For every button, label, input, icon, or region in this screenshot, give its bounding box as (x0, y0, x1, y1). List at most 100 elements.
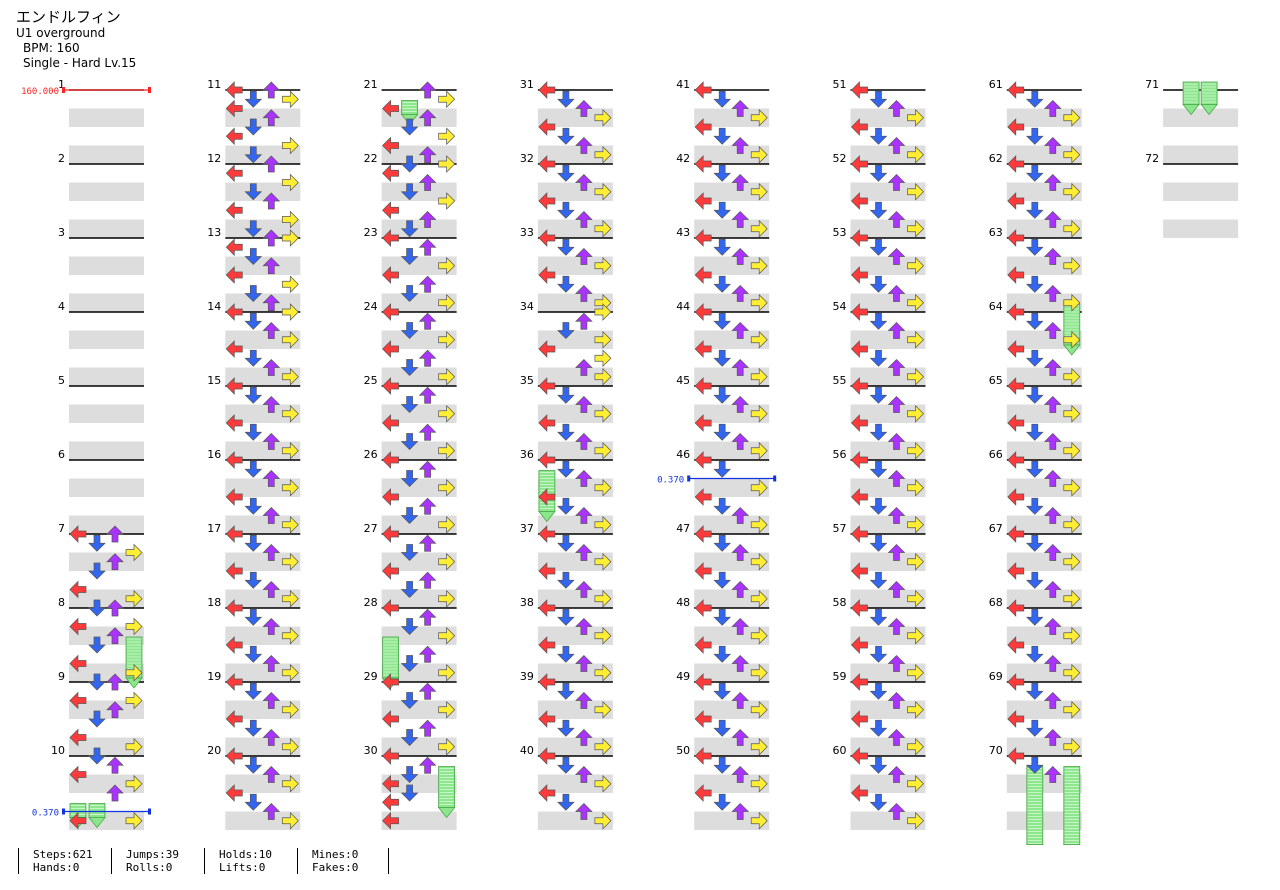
measure-number: 14 (207, 300, 221, 313)
arrow-note-up (731, 729, 750, 746)
arrow-note-left (382, 793, 399, 812)
arrow-note-left (382, 673, 399, 691)
arrow-note-right (750, 441, 768, 460)
arrow-note-right (750, 589, 768, 608)
beat-band (225, 811, 301, 830)
beat-band (69, 515, 144, 534)
arrow-note-down (244, 645, 263, 663)
measure: 31 (520, 78, 613, 164)
arrow-note-up (418, 146, 437, 164)
measure-number: 59 (833, 670, 847, 683)
measure-number: 7 (58, 522, 65, 535)
measure-number: 22 (364, 152, 378, 165)
arrow-note-right (438, 700, 456, 719)
arrow-note-right (438, 404, 456, 423)
arrow-note-right (594, 330, 612, 349)
arrow-note-up (887, 618, 906, 635)
arrow-note-left (225, 673, 243, 691)
arrow-note-left (538, 525, 556, 543)
measure: 57 (833, 522, 926, 608)
arrow-note-up (106, 701, 124, 719)
arrow-note-down (869, 312, 888, 330)
arrow-note-down (557, 386, 575, 404)
beat-band (537, 293, 613, 312)
arrow-note-down (244, 793, 263, 811)
beat-band (694, 811, 770, 830)
arrow-note-up (1043, 433, 1062, 450)
beat-band (694, 626, 770, 645)
beat-band (537, 219, 613, 238)
arrow-note-down (400, 544, 419, 561)
song-title: エンドルフィン (16, 8, 121, 26)
arrow-note-right (594, 349, 612, 368)
arrow-note-right (750, 515, 768, 534)
measure-number: 20 (207, 744, 221, 757)
arrow-note-right (1063, 737, 1081, 756)
arrow-note-up (731, 359, 750, 376)
arrow-note-right (438, 441, 456, 460)
beat-band (381, 108, 457, 127)
hold-note (1182, 81, 1200, 116)
arrow-note-right (750, 108, 768, 127)
arrow-note-up (887, 211, 906, 228)
arrow-note-up (418, 386, 437, 404)
arrow-note-down (557, 719, 575, 737)
measure: 27 (364, 522, 457, 608)
arrow-note-left (851, 303, 868, 321)
measure-number: 25 (364, 374, 378, 387)
arrow-note-right (125, 663, 143, 682)
beat-band (1006, 256, 1082, 275)
measure-number: 10 (51, 744, 65, 757)
beat-band (1163, 219, 1239, 238)
arrow-note-down (869, 275, 888, 293)
beat-band (381, 515, 457, 534)
arrow-note-down (244, 90, 263, 108)
measure: 17 (207, 522, 301, 608)
arrow-note-right (907, 811, 924, 830)
measure-number: 27 (364, 522, 378, 535)
arrow-note-left (1007, 377, 1025, 395)
beat-band (537, 108, 613, 127)
arrow-note-right (750, 663, 768, 682)
arrow-note-up (731, 100, 750, 117)
arrow-note-up (418, 497, 437, 515)
arrow-note-right (594, 700, 612, 719)
arrow-note-right (281, 90, 299, 109)
measure-number: 30 (364, 744, 378, 757)
arrow-note-right (594, 182, 612, 201)
arrow-note-down (244, 349, 263, 367)
arrow-note-left (69, 691, 87, 710)
arrow-note-right (907, 145, 924, 164)
arrow-note-down (1025, 90, 1044, 108)
arrow-note-right (907, 367, 924, 386)
arrow-note-left (225, 99, 243, 118)
arrow-note-left (1007, 673, 1025, 691)
arrow-note-up (731, 544, 750, 561)
arrow-note-down (88, 710, 106, 728)
beat-band (225, 737, 301, 756)
measure: 42 (676, 152, 770, 238)
measure-number: 6 (58, 448, 65, 461)
stats-col-steps: Steps:621 Hands:0 (18, 848, 111, 874)
stats-col-jumps: Jumps:39 Rolls:0 (111, 848, 204, 874)
arrow-note-left (1007, 488, 1025, 506)
arrow-note-right (438, 515, 456, 534)
arrow-note-left (69, 617, 87, 636)
arrow-note-left (69, 580, 87, 599)
arrow-note-up (418, 211, 437, 228)
arrow-note-right (1063, 552, 1081, 571)
arrow-note-up (106, 673, 124, 691)
arrow-note-right (750, 404, 768, 423)
arrow-note-down (400, 507, 419, 524)
arrow-note-left (851, 636, 868, 654)
arrow-note-right (438, 293, 456, 312)
arrow-note-right (594, 303, 612, 321)
beat-band (225, 774, 301, 793)
arrow-note-down (244, 460, 263, 478)
arrow-note-right (281, 478, 299, 497)
arrow-note-down (713, 423, 732, 441)
measure-number: 32 (520, 152, 534, 165)
arrow-note-down (244, 220, 263, 238)
measure-number: 58 (833, 596, 847, 609)
arrow-note-left (382, 303, 399, 321)
